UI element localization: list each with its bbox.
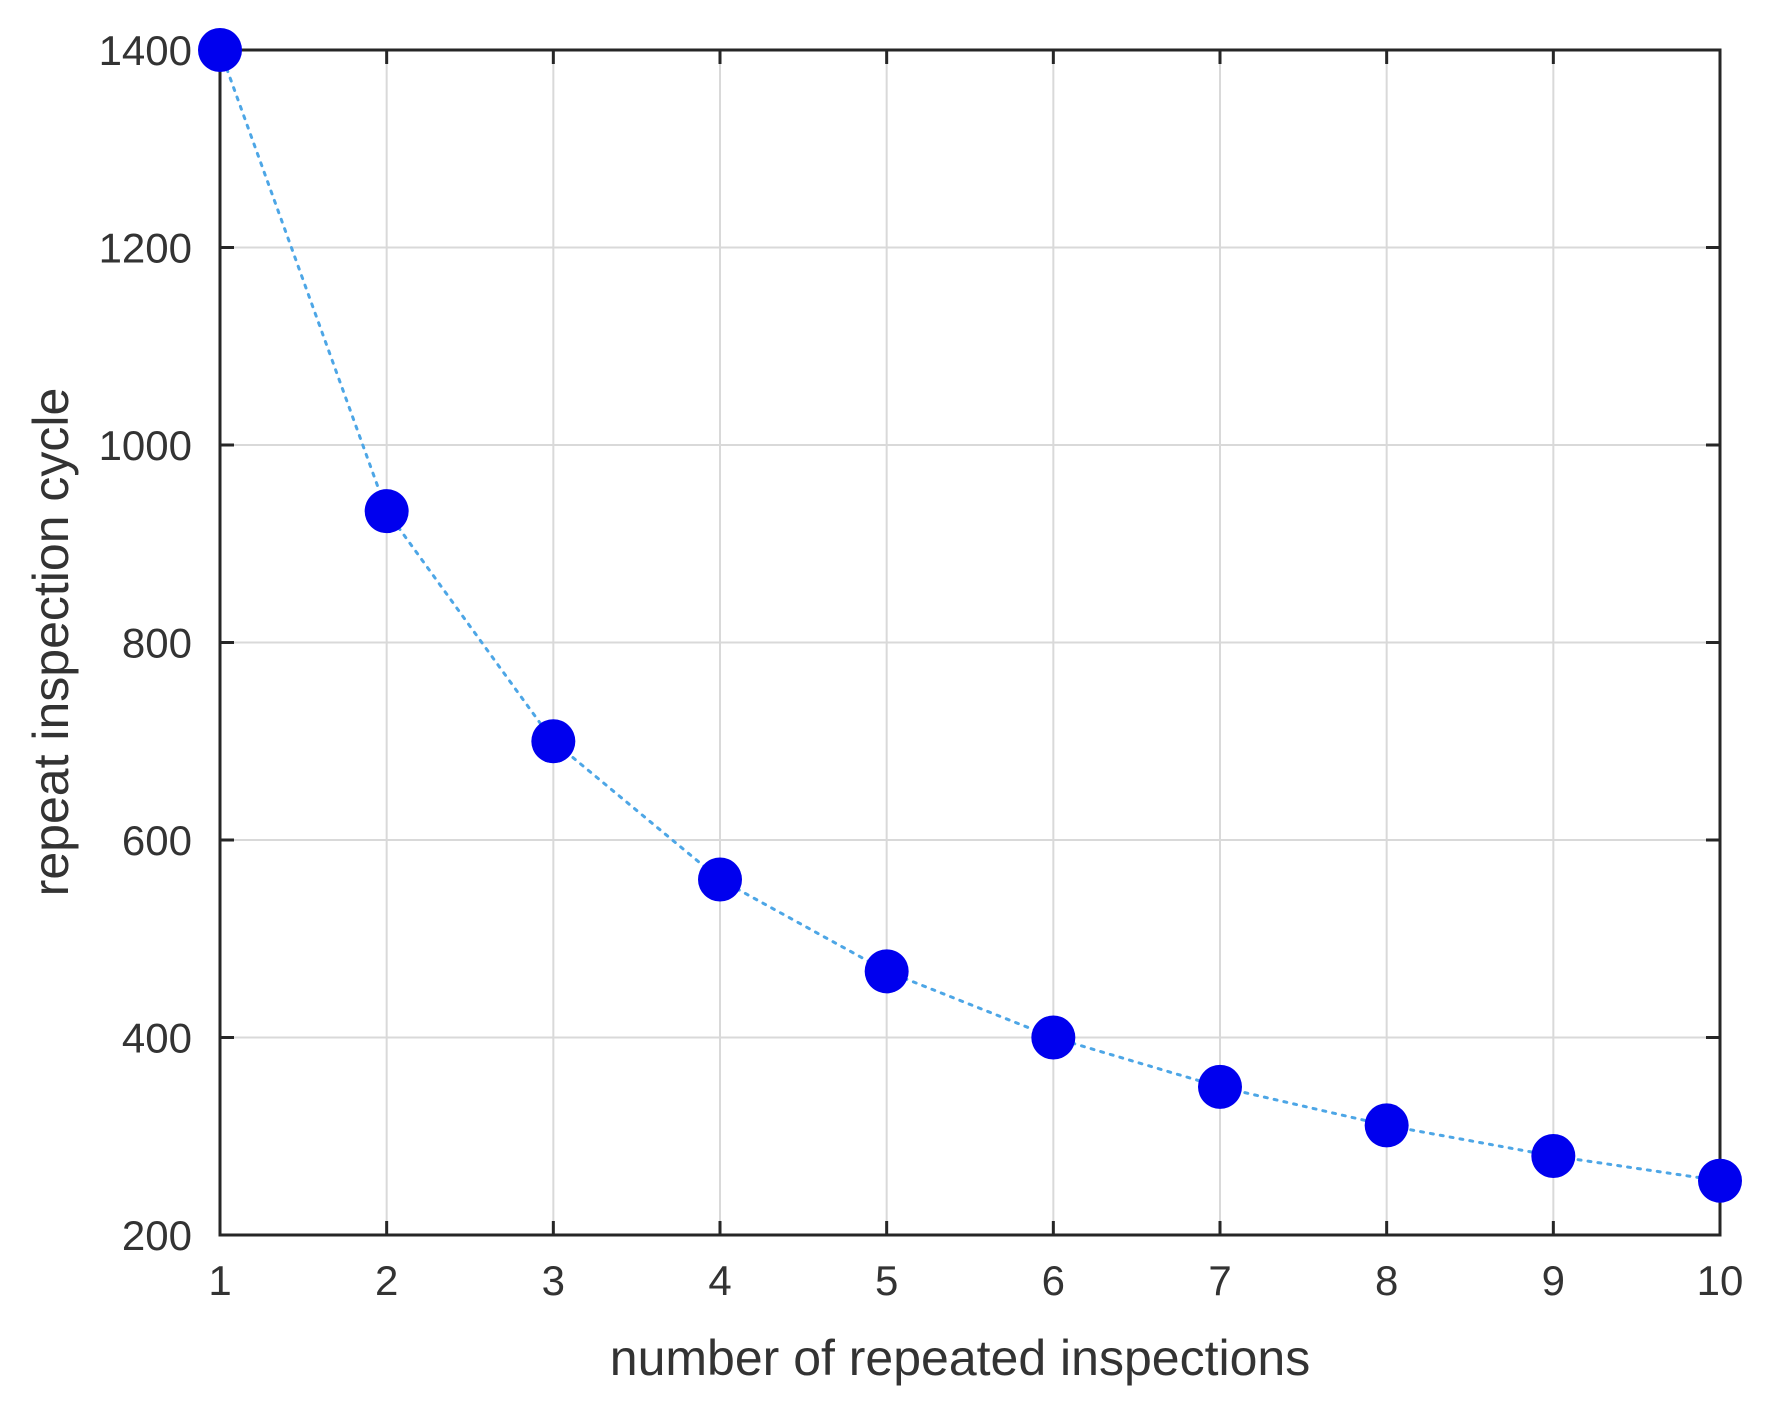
grid: [219, 49, 1721, 1236]
data-point: [1031, 1015, 1076, 1060]
data-point: [1364, 1103, 1409, 1148]
data-point: [1698, 1158, 1742, 1203]
data-point: [364, 489, 409, 534]
x-tick-label: 6: [1042, 1257, 1065, 1304]
series-line: [218, 48, 1722, 1183]
y-axis-title: repeat inspection cycle: [23, 388, 79, 897]
x-tick-label: 4: [708, 1257, 731, 1304]
y-tick-label: 1400: [99, 27, 192, 74]
data-point: [1198, 1064, 1242, 1109]
data-point: [531, 719, 576, 764]
y-tick-label: 200: [122, 1212, 192, 1259]
x-tick-label: 3: [542, 1257, 565, 1304]
y-tick-label: 800: [122, 620, 192, 667]
axis-ticks: 1 2 3 4 5 6 7 8 9 10 200 400 600 800 1000 1200 1400: [99, 27, 1744, 1304]
x-tick-label: 2: [375, 1257, 398, 1304]
x-tick-label: 10: [1697, 1257, 1744, 1304]
x-tick-label: 5: [875, 1257, 898, 1304]
x-tick-label: 9: [1542, 1257, 1565, 1304]
x-tick-label: 1: [208, 1257, 231, 1304]
data-series: [198, 28, 1742, 1203]
y-tick-label: 1000: [99, 422, 192, 469]
x-tick-label: 7: [1208, 1257, 1231, 1304]
data-point: [864, 949, 909, 994]
x-axis-title: number of repeated inspections: [610, 1330, 1310, 1386]
y-tick-label: 600: [122, 817, 192, 864]
y-tick-label: 400: [122, 1015, 192, 1062]
data-point: [1531, 1134, 1576, 1178]
x-tick-label: 8: [1375, 1257, 1398, 1304]
data-point: [198, 28, 242, 72]
y-tick-label: 1200: [99, 225, 192, 272]
data-point: [698, 857, 742, 902]
